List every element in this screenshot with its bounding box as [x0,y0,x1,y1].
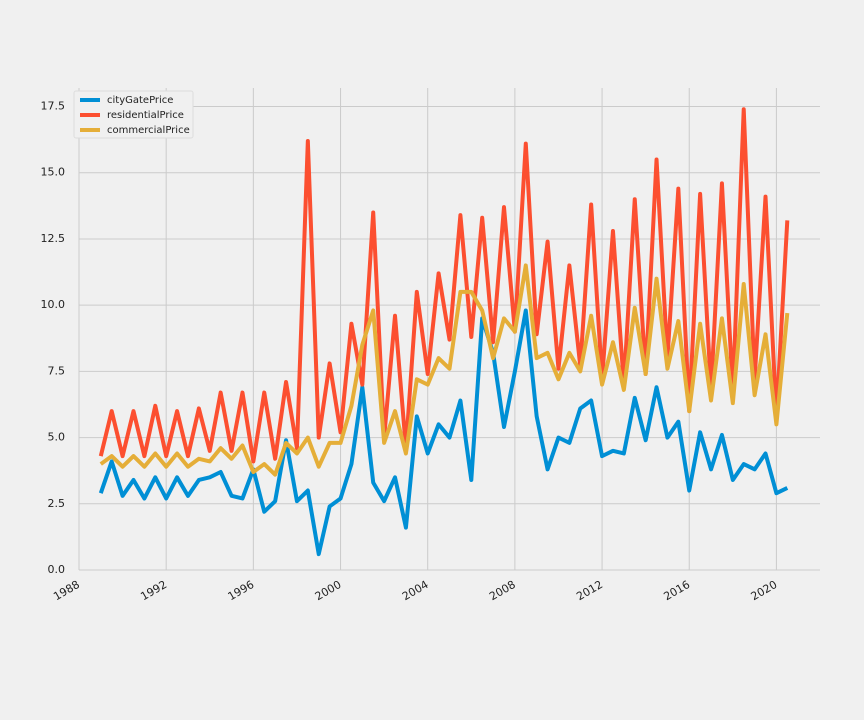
y-tick-label: 12.5 [41,232,66,245]
legend-label: commercialPrice [107,125,190,136]
legend: cityGatePrice residentialPrice commercialP… [73,90,194,139]
x-tick-label: 1988 [51,578,82,603]
y-tick-label: 2.5 [48,497,66,510]
y-tick-label: 7.5 [48,364,66,377]
x-tick-label: 1992 [138,578,169,603]
y-tick-label: 10.0 [41,298,66,311]
x-tick-label: 2020 [749,578,780,603]
x-tick-label: 1996 [226,578,257,603]
x-tick-label: 2012 [574,578,605,603]
y-tick-label: 5.0 [48,431,66,444]
series-line [98,107,790,464]
series-line [98,308,789,557]
x-tick-label: 2016 [661,578,692,603]
x-tick-label: 2008 [487,578,518,603]
y-tick-label: 17.5 [41,100,66,113]
legend-label: residentialPrice [107,110,184,121]
legend-label: cityGatePrice [107,95,173,106]
series-line [99,263,790,477]
y-tick-label: 15.0 [41,166,66,179]
x-tick-label: 2004 [400,578,431,603]
x-tick-label: 2000 [313,578,344,603]
legend-box [73,90,194,139]
y-tick-label: 0.0 [48,563,66,576]
